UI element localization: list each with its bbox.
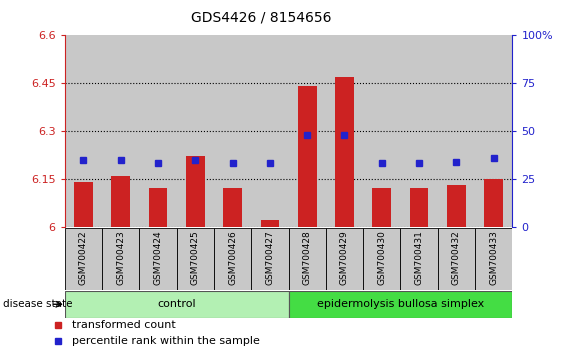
Text: GDS4426 / 8154656: GDS4426 / 8154656 <box>191 11 332 25</box>
Bar <box>438 228 475 290</box>
Text: epidermolysis bullosa simplex: epidermolysis bullosa simplex <box>317 299 484 309</box>
Bar <box>289 228 326 290</box>
Bar <box>400 35 438 227</box>
Bar <box>102 228 139 290</box>
Bar <box>438 35 475 227</box>
Bar <box>400 228 438 290</box>
Text: GSM700432: GSM700432 <box>452 230 461 285</box>
Text: GSM700424: GSM700424 <box>154 230 163 285</box>
Bar <box>326 228 363 290</box>
Text: GSM700428: GSM700428 <box>303 230 312 285</box>
Bar <box>111 176 130 227</box>
Bar <box>149 188 167 227</box>
Bar <box>224 188 242 227</box>
Bar <box>475 228 512 290</box>
Bar <box>484 179 503 227</box>
Bar <box>326 35 363 227</box>
Bar <box>177 228 214 290</box>
Bar <box>363 228 400 290</box>
Bar <box>65 35 102 227</box>
Text: disease state: disease state <box>3 299 72 309</box>
Bar <box>261 220 279 227</box>
Bar <box>363 35 400 227</box>
Text: GSM700425: GSM700425 <box>191 230 200 285</box>
Bar <box>251 35 288 227</box>
Bar <box>298 86 316 227</box>
Bar <box>74 182 93 227</box>
Bar <box>289 35 326 227</box>
Bar <box>214 228 251 290</box>
Text: GSM700427: GSM700427 <box>265 230 274 285</box>
Bar <box>289 291 512 318</box>
Bar <box>410 188 428 227</box>
Bar <box>186 156 204 227</box>
Text: GSM700430: GSM700430 <box>377 230 386 285</box>
Bar <box>373 188 391 227</box>
Bar <box>475 35 512 227</box>
Bar <box>214 35 251 227</box>
Bar <box>447 185 466 227</box>
Text: GSM700423: GSM700423 <box>116 230 125 285</box>
Text: GSM700433: GSM700433 <box>489 230 498 285</box>
Text: GSM700426: GSM700426 <box>228 230 237 285</box>
Text: control: control <box>157 299 196 309</box>
Bar <box>140 228 177 290</box>
Bar <box>251 228 288 290</box>
Text: transformed count: transformed count <box>72 320 176 330</box>
Bar <box>177 35 214 227</box>
Bar <box>102 35 139 227</box>
Text: GSM700429: GSM700429 <box>340 230 349 285</box>
Bar <box>140 35 177 227</box>
Bar <box>335 77 354 227</box>
Bar <box>65 228 102 290</box>
Text: GSM700431: GSM700431 <box>414 230 423 285</box>
Text: percentile rank within the sample: percentile rank within the sample <box>72 336 260 346</box>
Bar <box>65 291 289 318</box>
Text: GSM700422: GSM700422 <box>79 230 88 285</box>
